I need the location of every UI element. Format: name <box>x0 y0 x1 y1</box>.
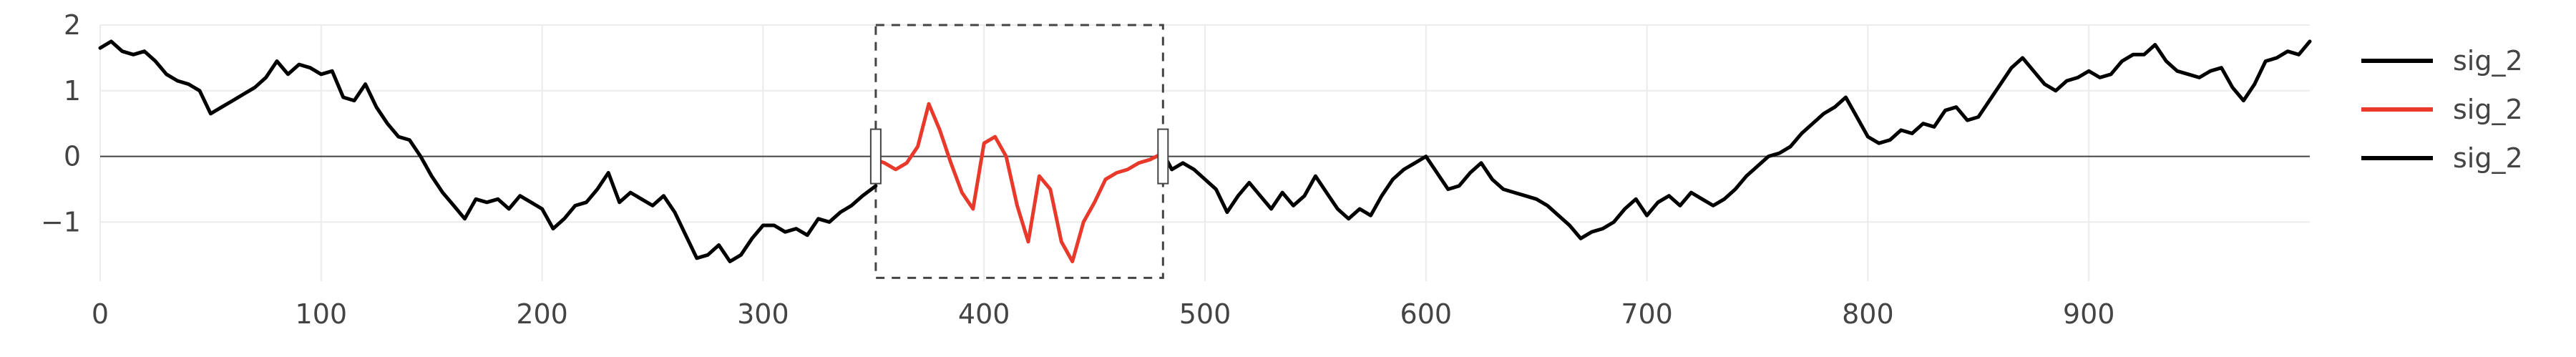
legend-item[interactable]: sig_2 <box>2361 94 2523 125</box>
y-tick-label: 1 <box>64 75 81 107</box>
selection-box-layer[interactable] <box>874 24 1164 279</box>
x-tick-label: 900 <box>2063 298 2115 330</box>
grid-layer <box>99 24 2310 281</box>
selection-box[interactable] <box>874 24 1164 279</box>
y-tick-label: 0 <box>64 141 81 172</box>
x-tick-label: 400 <box>958 298 1010 330</box>
selection-handle-right[interactable] <box>1157 128 1169 185</box>
x-tick-label: 200 <box>516 298 568 330</box>
x-tick-label: 500 <box>1179 298 1231 330</box>
x-tick-label: 800 <box>1842 298 1894 330</box>
selection-handles[interactable] <box>869 128 1169 185</box>
x-tick-label: 300 <box>737 298 789 330</box>
tick-labels: 0 100 200 300 400 500 600 700 800 900 2 1 0 −1 <box>41 9 2114 330</box>
y-tick-label: −1 <box>41 206 81 238</box>
x-tick-label: 600 <box>1400 298 1453 330</box>
series-line-1 <box>98 39 878 263</box>
legend-item[interactable]: sig_2 <box>2361 142 2523 174</box>
x-tick-label: 700 <box>1621 298 1673 330</box>
y-tick-label: 2 <box>64 9 81 41</box>
legend-label: sig_2 <box>2453 142 2523 174</box>
series-line-2 <box>874 102 1165 263</box>
series-line-3 <box>1161 39 2312 240</box>
legend-label: sig_2 <box>2453 94 2523 125</box>
x-tick-label: 100 <box>296 298 348 330</box>
legend-item[interactable]: sig_2 <box>2361 45 2523 77</box>
x-tick-label: 0 <box>92 298 109 330</box>
legend-label: sig_2 <box>2453 45 2523 77</box>
selection-handle-left[interactable] <box>869 128 882 185</box>
series-layer <box>98 39 2312 263</box>
legend[interactable]: sig_2 sig_2 sig_2 <box>2361 45 2523 174</box>
